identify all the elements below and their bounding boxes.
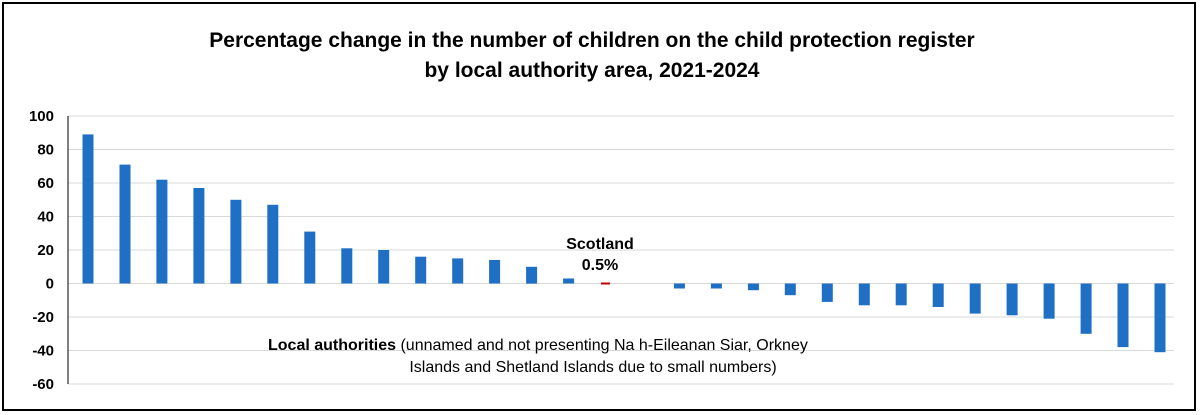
local-authority-bar	[747, 283, 759, 291]
y-tick-label: 40	[37, 209, 54, 226]
local-authority-bar	[784, 283, 796, 296]
local-authority-bar	[156, 179, 168, 284]
local-authority-bar	[858, 283, 870, 306]
scotland-value-label: 0.5%	[582, 257, 618, 274]
chart-title-line-1: Percentage change in the number of child…	[209, 29, 974, 52]
local-authority-bar	[378, 250, 390, 284]
local-authority-bar	[932, 283, 944, 307]
local-authority-bar	[452, 258, 464, 284]
local-authority-bar	[341, 248, 353, 284]
local-authority-bar	[1080, 283, 1092, 334]
local-authority-bar	[193, 188, 205, 284]
local-authority-bar	[1043, 283, 1055, 319]
y-tick-label: 100	[29, 108, 54, 125]
local-authority-bar	[821, 283, 833, 302]
y-tick-label: -20	[32, 309, 54, 326]
local-authority-bar	[304, 231, 316, 284]
y-tick-label: -40	[32, 343, 54, 360]
local-authorities-note-line-1: Local authorities (unnamed and not prese…	[268, 337, 808, 354]
local-authority-bar	[230, 199, 242, 284]
local-authority-bar	[415, 256, 427, 284]
local-authority-bar	[1154, 283, 1166, 353]
local-authority-bar	[969, 283, 981, 314]
local-authority-bar	[673, 283, 685, 289]
y-tick-label: -60	[32, 376, 54, 393]
bars	[82, 134, 1166, 353]
y-axis-tick-labels: 100 80 60 40 20 0 -20 -40 -60	[29, 108, 54, 393]
y-tick-label: 60	[37, 175, 54, 192]
local-authority-bar	[267, 204, 279, 284]
local-authority-bar	[563, 278, 575, 284]
y-tick-label: 0	[46, 276, 54, 293]
chart-title-line-2: by local authority area, 2021-2024	[424, 59, 759, 82]
gridlines	[68, 115, 1174, 385]
local-authorities-note-rest: (unnamed and not presenting Na h-Eileana…	[396, 337, 808, 354]
local-authority-bar	[1117, 283, 1129, 348]
local-authorities-note-line-2: Islands and Shetland Islands due to smal…	[409, 359, 776, 376]
local-authorities-note-bold: Local authorities	[268, 337, 396, 354]
local-authority-bar	[119, 164, 131, 284]
local-authority-bar	[82, 134, 94, 284]
local-authority-bar	[526, 266, 538, 284]
local-authority-bar	[1006, 283, 1018, 316]
scotland-label: Scotland	[566, 236, 634, 253]
bar-chart: Percentage change in the number of child…	[29, 29, 1174, 393]
y-tick-label: 20	[37, 242, 54, 259]
local-authority-bar	[710, 283, 722, 289]
scotland-bar	[601, 282, 610, 285]
local-authority-bar	[895, 283, 907, 306]
y-tick-label: 80	[37, 142, 54, 159]
local-authority-bar	[489, 260, 501, 284]
